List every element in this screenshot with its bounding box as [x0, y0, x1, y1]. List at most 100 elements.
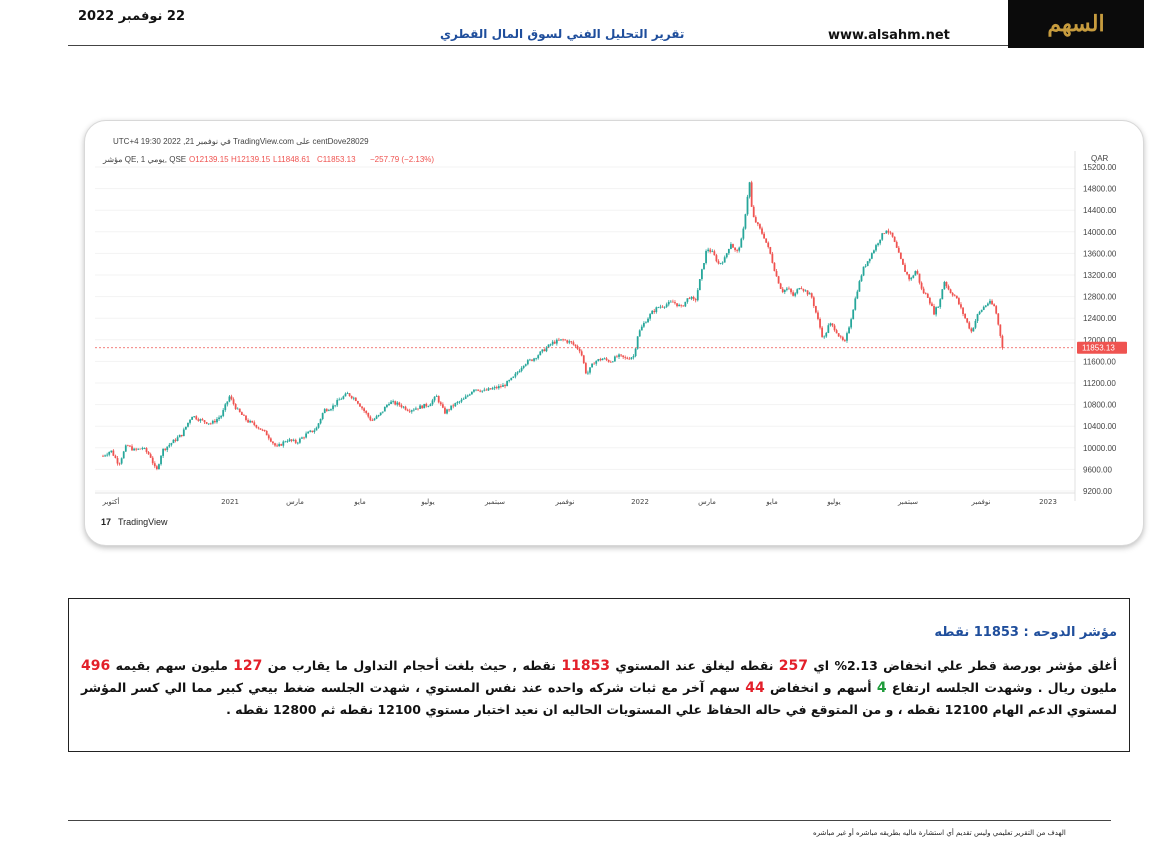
candle-body — [678, 304, 681, 307]
candle-body — [155, 466, 158, 470]
candle-body — [269, 438, 272, 442]
candle-body — [657, 307, 660, 309]
candle-body — [481, 390, 484, 392]
candle-body — [578, 348, 581, 352]
candle-body — [858, 281, 861, 292]
candle-body — [580, 351, 583, 356]
candle-body — [978, 311, 981, 315]
candle-body — [761, 228, 763, 234]
x-tick-label: 2021 — [221, 498, 239, 506]
candle-body — [812, 297, 815, 307]
candle-body — [738, 247, 741, 251]
candle-body — [145, 448, 148, 452]
candle-body — [852, 309, 855, 320]
candle-body — [620, 354, 622, 356]
candle-body — [663, 306, 666, 308]
candle-body — [464, 396, 467, 399]
candle-body — [415, 408, 417, 410]
candle-body — [114, 455, 117, 459]
candle-body — [456, 402, 459, 404]
candle-body — [143, 448, 146, 449]
candle-body — [800, 288, 803, 290]
candle-body — [491, 388, 494, 390]
candle-body — [804, 290, 807, 292]
candle-body — [439, 402, 442, 405]
candle-body — [133, 448, 135, 451]
candle-body — [448, 409, 450, 411]
tv-watermark-text: TradingView — [118, 517, 168, 527]
y-tick-label: 9200.00 — [1083, 487, 1112, 496]
candle-body — [247, 420, 249, 423]
candle-body — [941, 289, 944, 300]
candle-body — [489, 388, 492, 390]
candle-body — [483, 389, 486, 391]
candle-body — [570, 341, 573, 343]
candle-body — [841, 337, 844, 341]
tv-logo-icon: 17 — [101, 517, 111, 527]
candle-body — [294, 439, 297, 443]
candle-body — [410, 410, 413, 412]
candle-body — [535, 358, 538, 360]
candle-body — [997, 313, 1000, 325]
site-url-link[interactable]: www.alsahm.net — [828, 28, 950, 43]
candle-body — [394, 401, 397, 405]
candle-body — [549, 344, 552, 346]
candle-body — [634, 348, 637, 357]
candle-body — [182, 429, 185, 437]
candle-body — [711, 251, 714, 253]
candle-body — [964, 313, 967, 319]
candle-body — [354, 397, 357, 402]
candle-body — [587, 372, 589, 374]
candle-body — [862, 266, 865, 276]
candle-body — [147, 451, 150, 455]
candle-body — [379, 412, 382, 416]
candle-body — [336, 400, 339, 406]
candle-body — [848, 327, 850, 334]
candle-body — [417, 408, 419, 410]
candle-body — [301, 437, 303, 439]
candle-body — [854, 298, 857, 310]
candle-body — [566, 340, 569, 343]
candle-body — [473, 389, 475, 392]
candle-body — [485, 389, 488, 391]
candle-body — [466, 395, 469, 397]
volume-value: 127 — [233, 658, 263, 674]
candle-body — [914, 271, 917, 276]
candle-body — [373, 418, 376, 421]
candle-body — [785, 288, 788, 290]
candle-body — [609, 361, 612, 363]
candle-body — [686, 298, 689, 302]
candle-body — [367, 412, 370, 417]
candle-body — [651, 310, 654, 315]
candle-body — [135, 448, 138, 450]
points-value: 257 — [778, 658, 809, 674]
candle-body — [224, 404, 227, 411]
candle-body — [968, 322, 971, 329]
candle-body — [253, 422, 256, 426]
candle-body — [236, 408, 239, 410]
candle-body — [234, 403, 237, 409]
candle-body — [406, 409, 409, 411]
candle-body — [263, 429, 266, 432]
y-tick-label: 9600.00 — [1083, 465, 1112, 474]
candle-body — [939, 299, 942, 307]
x-tick-label: يوليو — [826, 498, 840, 506]
candle-body — [777, 276, 780, 284]
y-tick-label: 11200.00 — [1083, 379, 1116, 388]
candle-body — [672, 301, 674, 303]
candle-body — [991, 300, 993, 305]
candle-body — [721, 262, 724, 264]
candle-body — [419, 405, 421, 409]
price-chart: UTC+4 في نوفمبر 21, 2022 19:30 TradingVi… — [95, 137, 1127, 527]
candle-body — [218, 417, 220, 420]
candle-body — [667, 301, 670, 305]
candle-body — [272, 441, 274, 444]
candle-body — [976, 314, 979, 321]
candle-body — [518, 370, 521, 373]
candle-body — [674, 302, 676, 304]
candle-body — [889, 232, 892, 234]
candle-body — [431, 400, 434, 405]
candle-body — [622, 355, 625, 358]
candle-body — [912, 275, 915, 278]
candle-body — [754, 217, 757, 223]
